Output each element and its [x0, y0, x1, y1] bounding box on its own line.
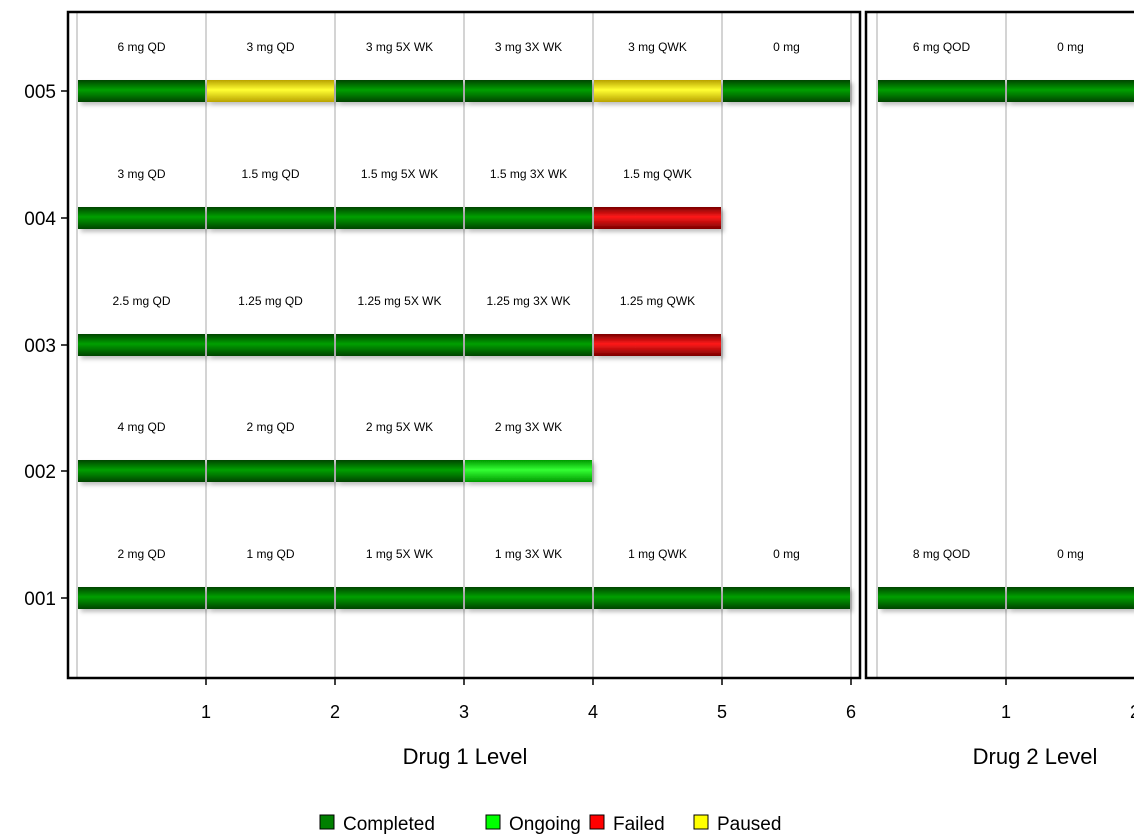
dose-label: 0 mg — [1057, 547, 1084, 561]
bar-segment — [594, 80, 721, 102]
dose-label: 2.5 mg QD — [112, 294, 170, 308]
bar-segment — [207, 334, 334, 356]
y-tick-label: 003 — [24, 336, 56, 357]
legend-swatch-ongoing — [485, 814, 501, 830]
bar-segments — [78, 80, 1134, 609]
legend: Completed Ongoing Failed Paused — [319, 814, 781, 835]
dose-label: 1 mg 5X WK — [366, 547, 433, 561]
bar-segment — [78, 80, 205, 102]
y-axis: 001 002 003 004 005 — [24, 82, 68, 610]
bar-segment — [336, 334, 463, 356]
bar-segment — [207, 207, 334, 229]
x-tick-label: 5 — [717, 702, 727, 722]
dose-label: 1.25 mg 3X WK — [486, 294, 570, 308]
x-tick-label: 1 — [1001, 702, 1011, 722]
dose-label: 0 mg — [1057, 40, 1084, 54]
dose-label: 3 mg 5X WK — [366, 40, 433, 54]
legend-label-failed: Failed — [613, 814, 665, 834]
dose-label: 8 mg QOD — [913, 547, 971, 561]
legend-label-ongoing: Ongoing — [509, 814, 581, 834]
dose-label: 3 mg QD — [246, 40, 294, 54]
dose-label: 6 mg QOD — [913, 40, 971, 54]
bar-segment — [723, 587, 850, 609]
dose-label: 3 mg QWK — [628, 40, 687, 54]
dose-label: 3 mg 3X WK — [495, 40, 562, 54]
x-axis-label: Drug 1 Level — [403, 744, 528, 769]
x-tick-label: 6 — [846, 702, 856, 722]
dose-label: 1.25 mg 5X WK — [357, 294, 441, 308]
dose-label: 1.25 mg QWK — [620, 294, 695, 308]
bar-segment — [878, 80, 1005, 102]
x-tick-label: 4 — [588, 702, 598, 722]
legend-swatch-failed — [589, 814, 605, 830]
dose-label: 1.5 mg QWK — [623, 167, 692, 181]
bar-segment — [207, 587, 334, 609]
bar-segment — [465, 207, 592, 229]
y-tick-label: 005 — [24, 82, 56, 103]
dose-label: 1.25 mg QD — [238, 294, 303, 308]
bar-segment — [594, 334, 721, 356]
bar-segment — [594, 587, 721, 609]
bar-segment — [878, 587, 1005, 609]
bar-segment — [78, 334, 205, 356]
panel-background — [866, 12, 1134, 678]
legend-swatch-paused — [693, 814, 709, 830]
x-tick-label: 3 — [459, 702, 469, 722]
dose-label: 2 mg QD — [117, 547, 165, 561]
bar-segment — [1007, 587, 1134, 609]
bar-segment — [336, 460, 463, 482]
x-tick-label: 2 — [1130, 702, 1134, 722]
dose-label: 6 mg QD — [117, 40, 165, 54]
dose-label: 1 mg QD — [246, 547, 294, 561]
dose-label: 1 mg QWK — [628, 547, 687, 561]
bar-segment — [78, 460, 205, 482]
panel-frame — [864, 10, 1134, 680]
bar-segment — [723, 80, 850, 102]
panel-2: 1 2 Drug 2 Level — [864, 10, 1134, 769]
legend-swatch-completed — [319, 814, 335, 830]
dose-label: 2 mg 3X WK — [495, 420, 562, 434]
bar-segment — [1007, 80, 1134, 102]
bar-segment — [465, 460, 592, 482]
dose-label: 0 mg — [773, 40, 800, 54]
y-tick-label: 002 — [24, 462, 56, 483]
x-tick-label: 2 — [330, 702, 340, 722]
bar-segment — [465, 334, 592, 356]
y-tick-label: 004 — [24, 209, 56, 230]
bar-segment — [78, 587, 205, 609]
dose-label: 3 mg QD — [117, 167, 165, 181]
dose-label: 4 mg QD — [117, 420, 165, 434]
dose-label: 2 mg QD — [246, 420, 294, 434]
bar-segment — [78, 207, 205, 229]
bar-segment — [336, 80, 463, 102]
panel-1: 1 2 3 4 5 6 Drug 1 Level — [66, 10, 862, 769]
legend-label-completed: Completed — [343, 814, 435, 834]
bar-segment — [465, 80, 592, 102]
y-tick-label: 001 — [24, 589, 56, 610]
dose-labels: 6 mg QD 3 mg QD 3 mg 5X WK 3 mg 3X WK 3 mg Q… — [112, 40, 1083, 561]
bar-segment — [336, 587, 463, 609]
dose-label: 1.5 mg 3X WK — [490, 167, 567, 181]
dose-label: 1.5 mg QD — [241, 167, 299, 181]
x-axis-label: Drug 2 Level — [973, 744, 1098, 769]
bar-segment — [207, 460, 334, 482]
legend-label-paused: Paused — [717, 814, 781, 834]
dose-label: 2 mg 5X WK — [366, 420, 433, 434]
bar-segment — [207, 80, 334, 102]
bar-segment — [594, 207, 721, 229]
dose-label: 0 mg — [773, 547, 800, 561]
bar-segment — [336, 207, 463, 229]
dose-label: 1.5 mg 5X WK — [361, 167, 438, 181]
x-tick-label: 1 — [201, 702, 211, 722]
bar-segment — [465, 587, 592, 609]
dose-label: 1 mg 3X WK — [495, 547, 562, 561]
